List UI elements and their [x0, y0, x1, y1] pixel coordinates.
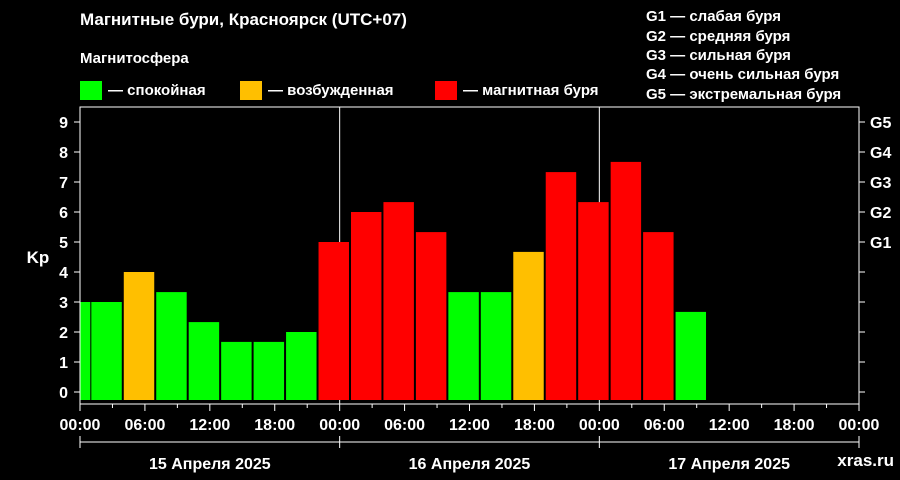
kp-bar: [221, 341, 252, 400]
kp-bar: [123, 272, 155, 400]
kp-bar: [91, 302, 122, 400]
kp-bar: [513, 251, 544, 400]
gscale-g5: G5 — экстремальная буря: [646, 86, 842, 103]
y-tick-label: 9: [59, 115, 68, 132]
y-axis-label: Kp: [27, 248, 50, 267]
y-tick-label: 1: [59, 355, 68, 372]
x-tick-label: 18:00: [514, 417, 555, 434]
legend-item-quiet: — спокойная: [80, 80, 206, 100]
kp-bar: [448, 292, 479, 400]
day-label: 15 Апреля 2025: [149, 456, 271, 473]
kp-bar: [545, 172, 577, 400]
kp-bar: [643, 232, 674, 400]
kp-bar: [156, 292, 187, 400]
x-tick-label: 06:00: [124, 417, 165, 434]
kp-bar: [675, 311, 707, 400]
y-tick-label: 7: [59, 175, 68, 192]
legend-swatch-quiet: [80, 80, 102, 100]
kp-bar: [286, 332, 317, 400]
kp-bar: [188, 322, 220, 400]
day-label: 17 Апреля 2025: [668, 456, 790, 473]
kp-bar: [383, 202, 414, 400]
x-tick-label: 00:00: [839, 417, 880, 434]
day-label: 16 Апреля 2025: [409, 456, 531, 473]
x-tick-label: 00:00: [60, 417, 101, 434]
gscale-g1: G1 — слабая буря: [646, 8, 782, 25]
g-level-label: G3: [870, 175, 891, 192]
g-level-label: G4: [870, 145, 891, 162]
watermark: xras.ru: [837, 451, 894, 470]
y-tick-label: 2: [59, 325, 68, 342]
x-tick-label: 06:00: [644, 417, 685, 434]
g-level-label: G2: [870, 205, 891, 222]
kp-bar: [480, 292, 512, 400]
x-tick-label: 12:00: [449, 417, 490, 434]
legend-label-quiet: — спокойная: [108, 81, 206, 99]
legend-swatch-storm: [435, 80, 457, 100]
kp-bar: [253, 341, 285, 400]
gscale-g3: G3 — сильная буря: [646, 47, 791, 64]
kp-bar: [80, 302, 91, 400]
x-tick-label: 12:00: [189, 417, 230, 434]
legend-swatch-active: [240, 80, 262, 100]
kp-bar: [415, 232, 447, 400]
x-tick-label: 00:00: [579, 417, 620, 434]
chart-title: Магнитные бури, Красноярск (UTC+07): [80, 10, 407, 29]
x-tick-label: 00:00: [319, 417, 360, 434]
gscale-g4: G4 — очень сильная буря: [646, 66, 840, 83]
legend-title: Магнитосфера: [80, 50, 189, 67]
x-tick-label: 18:00: [254, 417, 295, 434]
legend-label-storm: — магнитная буря: [463, 81, 599, 99]
g-level-label: G5: [870, 115, 891, 132]
x-tick-label: 12:00: [709, 417, 750, 434]
y-tick-label: 4: [59, 265, 68, 282]
x-tick-label: 18:00: [774, 417, 815, 434]
x-tick-label: 06:00: [384, 417, 425, 434]
y-tick-label: 5: [59, 235, 68, 252]
g-level-label: G1: [870, 235, 891, 252]
y-tick-label: 0: [59, 385, 68, 402]
legend-item-active: — возбужденная: [240, 80, 394, 100]
y-tick-label: 8: [59, 145, 68, 162]
kp-bar: [350, 212, 382, 400]
kp-bar: [610, 161, 642, 400]
legend-item-storm: — магнитная буря: [435, 80, 599, 100]
y-tick-label: 6: [59, 205, 68, 222]
kp-bar: [578, 202, 609, 400]
legend-label-active: — возбужденная: [268, 81, 394, 99]
kp-bar: [318, 242, 349, 400]
y-tick-label: 3: [59, 295, 68, 312]
gscale-g2: G2 — средняя буря: [646, 28, 791, 45]
